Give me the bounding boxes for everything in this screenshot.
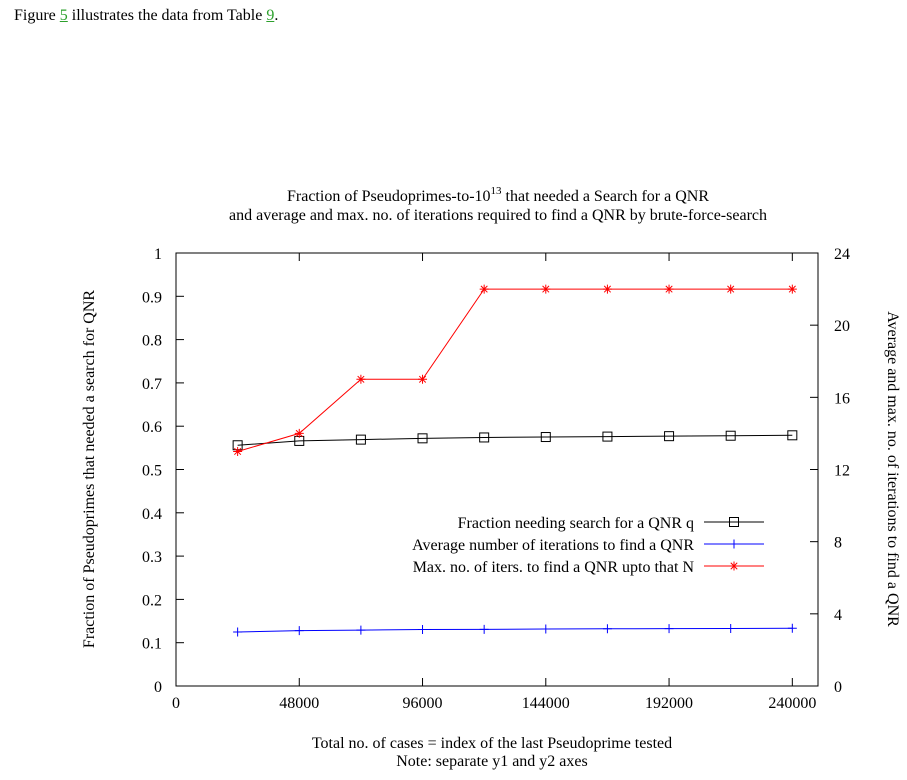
data-point <box>602 284 612 294</box>
series-1 <box>233 623 797 637</box>
x-tick-label: 144000 <box>522 695 570 712</box>
series-line <box>237 627 793 633</box>
data-point <box>726 284 736 294</box>
y2-tick-label: 0 <box>834 679 842 696</box>
plot-frame <box>175 252 819 687</box>
data-point <box>602 431 613 442</box>
y2-tick-label: 4 <box>834 607 842 624</box>
y-tick-label: 0 <box>154 679 162 696</box>
data-point <box>664 431 675 442</box>
series-2 <box>233 284 797 456</box>
legend-label: Average number of iterations to find a Q… <box>412 537 694 554</box>
y2-tick-label: 20 <box>834 318 850 335</box>
y-axis-label: Fraction of Pseudoprimes that needed a s… <box>81 290 98 648</box>
legend-label: Fraction needing search for a QNR q <box>458 515 694 532</box>
legend-marker <box>729 517 739 527</box>
data-point <box>418 374 428 384</box>
data-point <box>726 623 736 633</box>
legend: Fraction needing search for a QNR q Avera… <box>412 515 764 576</box>
data-point <box>602 624 612 634</box>
figure-ref-link[interactable]: 5 <box>59 7 68 24</box>
series-line <box>237 288 793 452</box>
data-point <box>540 432 551 443</box>
y2-tick-label: 24 <box>834 246 850 263</box>
y2-tick-label: 16 <box>834 390 850 407</box>
y-tick-label: 0.6 <box>142 419 162 436</box>
data-point <box>787 623 797 633</box>
series-0 <box>232 430 798 451</box>
chart-title-prefix: Fraction of Pseudoprimes-to-10 <box>287 188 491 205</box>
y2-tick-label: 12 <box>834 463 850 480</box>
data-point <box>787 284 797 294</box>
x-axis-ticks: 0 48000 96000 144000 192000 240000 <box>172 253 816 712</box>
intro-before: Figure <box>14 7 60 24</box>
y-tick-label: 0.2 <box>142 592 162 609</box>
y2-axis-ticks: 0 4 8 12 16 20 24 <box>810 246 850 696</box>
intro-after: . <box>274 7 279 24</box>
series-layer <box>232 284 798 637</box>
data-point <box>787 430 798 441</box>
series-line <box>237 434 793 446</box>
data-point <box>479 432 490 443</box>
chart-title-line2: and average and max. no. of iterations r… <box>229 207 767 224</box>
data-point <box>356 625 366 635</box>
y-tick-label: 0.1 <box>142 636 162 653</box>
chart-title-superscript: 13 <box>491 185 503 197</box>
data-point <box>541 624 551 634</box>
y-tick-label: 0.4 <box>142 506 162 523</box>
x-axis-label: Total no. of cases = index of the last P… <box>312 735 672 752</box>
chart-title-suffix: that needed a Search for a QNR <box>502 188 710 205</box>
y-tick-label: 0.8 <box>142 333 162 350</box>
x-tick-label: 96000 <box>403 695 443 712</box>
data-point <box>541 284 551 294</box>
x-tick-label: 192000 <box>645 695 693 712</box>
data-point <box>355 434 366 445</box>
data-point <box>356 374 366 384</box>
x-tick-label: 0 <box>172 695 180 712</box>
y-tick-label: 0.9 <box>142 289 162 306</box>
y-tick-label: 0.3 <box>142 549 162 566</box>
y2-axis-label: Average and max. no. of iterations to fi… <box>884 311 901 627</box>
data-point <box>725 430 736 441</box>
chart-title-line1: Fraction of Pseudoprimes-to-1013 that ne… <box>287 185 709 205</box>
x-tick-label: 48000 <box>279 695 319 712</box>
legend-marker <box>729 561 739 571</box>
y-tick-label: 0.7 <box>142 376 162 393</box>
legend-marker <box>729 539 739 549</box>
legend-label: Max. no. of iters. to find a QNR upto th… <box>413 559 695 576</box>
x-axis-note: Note: separate y1 and y2 axes <box>396 753 587 770</box>
data-point <box>233 446 243 456</box>
data-point <box>417 433 428 444</box>
y2-tick-label: 8 <box>834 535 842 552</box>
data-point <box>233 627 243 637</box>
intro-middle: illustrates the data from Table <box>67 7 267 24</box>
y-tick-label: 0.5 <box>142 463 162 480</box>
data-point <box>418 625 428 635</box>
data-point <box>664 624 674 634</box>
data-point <box>294 428 304 438</box>
intro-text: Figure 5 illustrates the data from Table… <box>14 6 278 26</box>
data-point <box>664 284 674 294</box>
data-point <box>479 624 489 634</box>
table-ref-link[interactable]: 9 <box>266 7 275 24</box>
data-point <box>479 284 489 294</box>
y-tick-label: 1 <box>154 246 162 263</box>
x-tick-label: 240000 <box>768 695 816 712</box>
data-point <box>294 626 304 636</box>
y-axis-ticks: 0 0.1 0.2 0.3 0.4 0.5 0.6 0.7 0.8 0.9 1 <box>142 246 184 696</box>
